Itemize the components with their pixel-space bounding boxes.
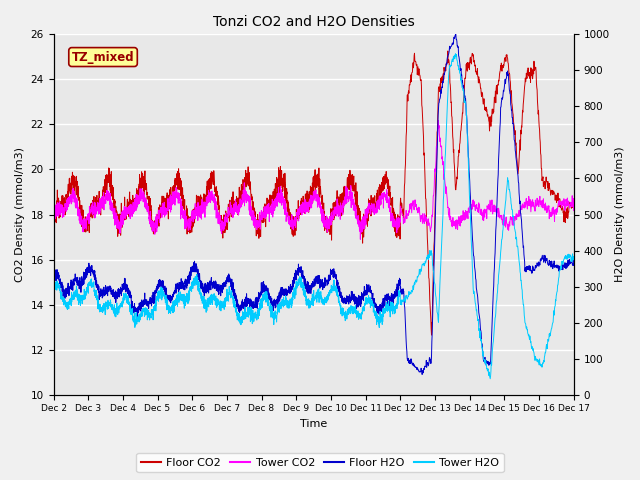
X-axis label: Time: Time [300, 419, 327, 429]
Text: TZ_mixed: TZ_mixed [72, 50, 134, 63]
Title: Tonzi CO2 and H2O Densities: Tonzi CO2 and H2O Densities [212, 15, 415, 29]
Y-axis label: CO2 Density (mmol/m3): CO2 Density (mmol/m3) [15, 147, 25, 282]
Y-axis label: H2O Density (mmol/m3): H2O Density (mmol/m3) [615, 147, 625, 282]
Legend: Floor CO2, Tower CO2, Floor H2O, Tower H2O: Floor CO2, Tower CO2, Floor H2O, Tower H… [136, 453, 504, 472]
